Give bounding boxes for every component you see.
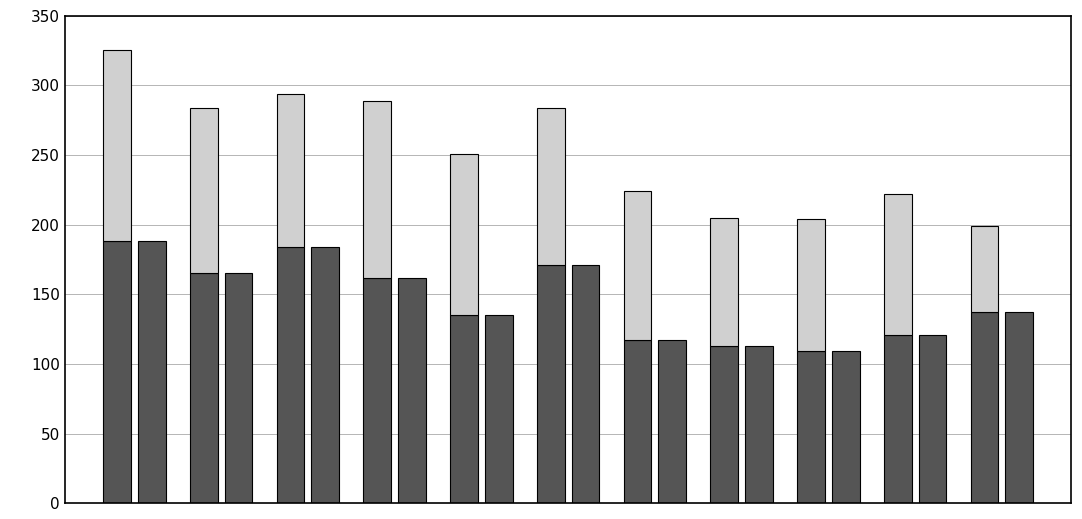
Bar [971, 226, 999, 312]
Bar [623, 340, 651, 503]
Bar [797, 219, 824, 351]
Bar [364, 278, 391, 503]
Bar [103, 50, 131, 241]
Bar [797, 351, 824, 503]
Bar [450, 154, 478, 315]
Bar [312, 247, 339, 503]
Bar [745, 346, 773, 503]
Bar [277, 247, 304, 503]
Bar [103, 241, 131, 503]
Bar [623, 191, 651, 340]
Bar [884, 335, 911, 503]
Bar [710, 346, 738, 503]
Bar [1005, 312, 1033, 503]
Bar [537, 265, 565, 503]
Bar [658, 340, 686, 503]
Bar [277, 93, 304, 247]
Bar [225, 274, 252, 503]
Bar [364, 101, 391, 278]
Bar [537, 107, 565, 265]
Bar [450, 315, 478, 503]
Bar [884, 194, 911, 335]
Bar [189, 107, 217, 274]
Bar [971, 312, 999, 503]
Bar [919, 335, 947, 503]
Bar [571, 265, 599, 503]
Bar [398, 278, 426, 503]
Bar [189, 274, 217, 503]
Bar [710, 217, 738, 346]
Bar [832, 351, 859, 503]
Bar [137, 241, 166, 503]
Bar [485, 315, 513, 503]
